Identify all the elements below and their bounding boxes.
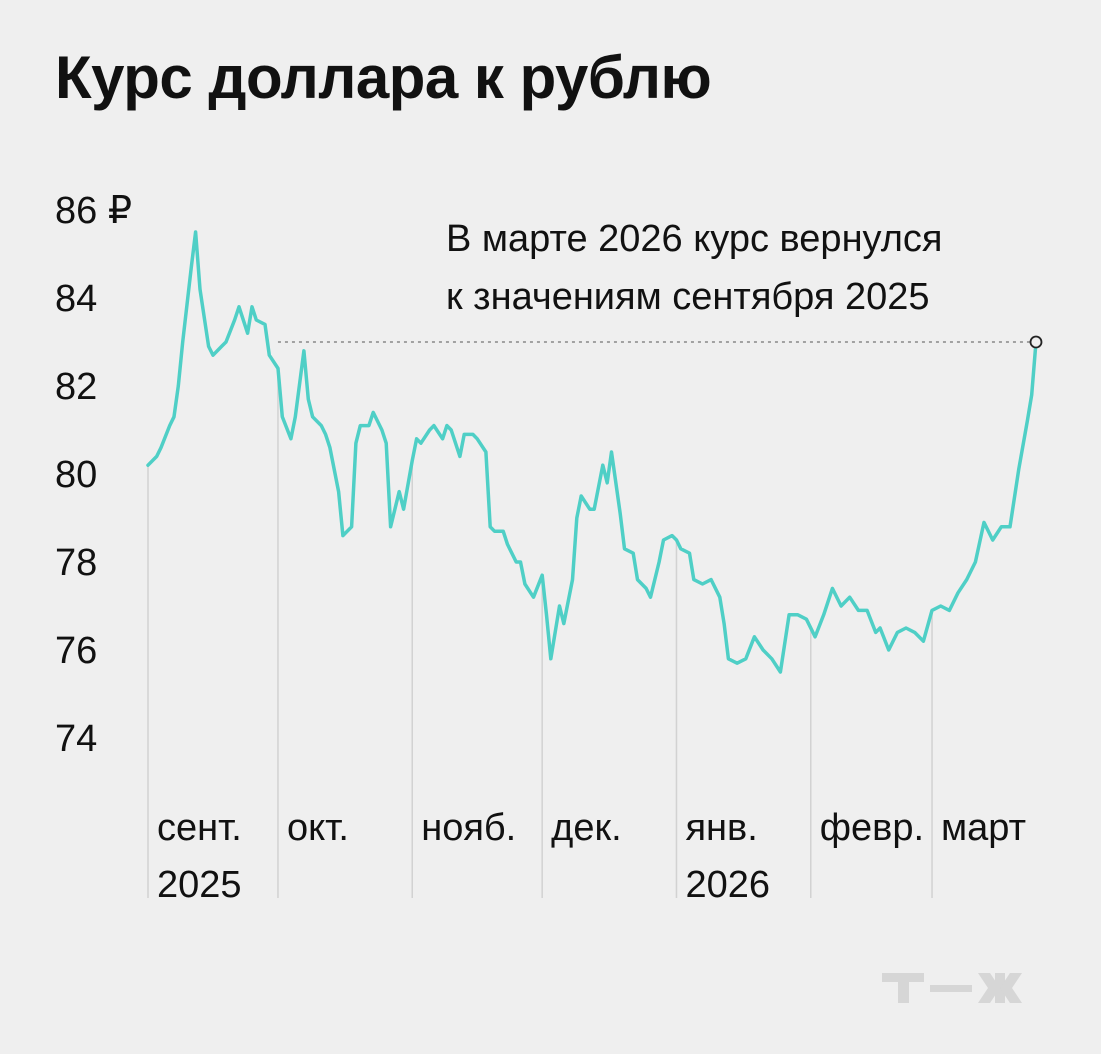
- y-axis: 86 ₽ 84 82 80 78 76 74: [55, 190, 132, 760]
- annotation-line-2: к значениям сентября 2025: [446, 276, 930, 318]
- chart-title: Курс доллара к рублю: [55, 44, 712, 111]
- x-tick-label: сент.: [157, 807, 242, 849]
- y-tick-label: 76: [55, 630, 97, 672]
- x-tick-label: янв.: [685, 807, 757, 849]
- x-tick-label: окт.: [287, 807, 349, 849]
- x-tick-year-label: 2025: [157, 864, 242, 906]
- month-guides: [147, 368, 933, 898]
- y-tick-label: 74: [55, 718, 97, 760]
- y-tick-label: 80: [55, 454, 97, 496]
- x-tick-label: февр.: [820, 807, 924, 849]
- end-point-marker: [1029, 335, 1043, 349]
- annotation-line-1: В марте 2026 курс вернулся: [446, 218, 942, 260]
- x-tick-label: дек.: [551, 807, 622, 849]
- series-line-usd-rub: [146, 230, 1038, 674]
- y-tick-label: 82: [55, 366, 97, 408]
- x-tick-label: март: [941, 807, 1026, 849]
- x-tick-label: нояб.: [421, 807, 516, 849]
- x-axis: сент. 2025 окт. нояб. дек. янв. 2026 февр. март: [157, 807, 1026, 906]
- y-tick-label: 78: [55, 542, 97, 584]
- tzh-logo: [882, 973, 1022, 1003]
- y-tick-label: 84: [55, 278, 97, 320]
- x-tick-year-label: 2026: [685, 864, 770, 906]
- y-tick-label: 86 ₽: [55, 190, 132, 232]
